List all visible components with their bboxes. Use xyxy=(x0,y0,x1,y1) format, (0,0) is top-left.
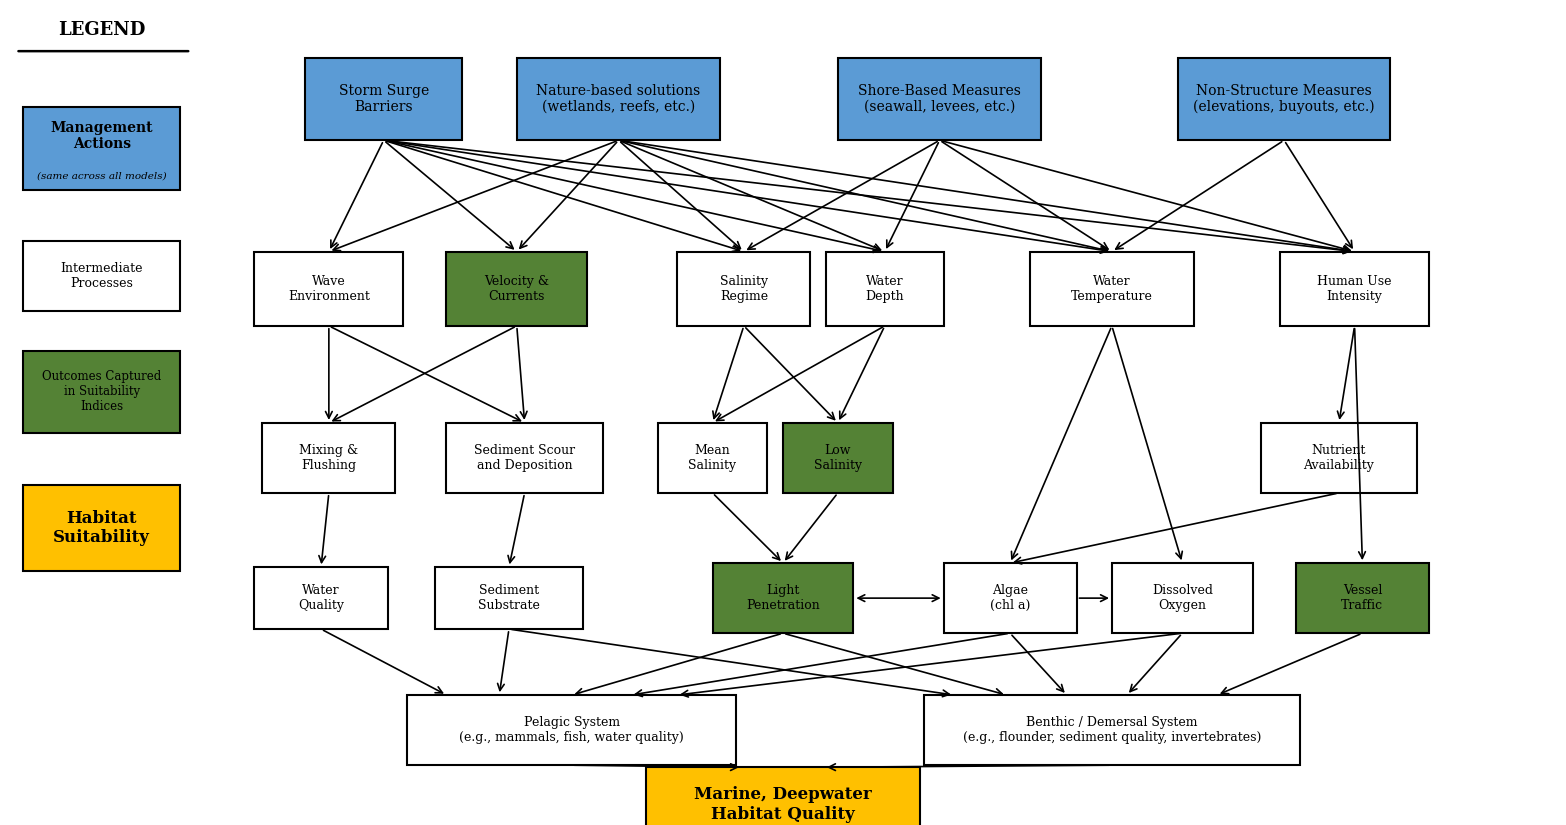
Text: Mean
Salinity: Mean Salinity xyxy=(689,444,736,472)
FancyBboxPatch shape xyxy=(305,58,462,140)
Text: Habitat
Suitability: Habitat Suitability xyxy=(53,510,150,546)
Text: Pelagic System
(e.g., mammals, fish, water quality): Pelagic System (e.g., mammals, fish, wat… xyxy=(459,716,684,744)
FancyBboxPatch shape xyxy=(262,422,395,493)
FancyBboxPatch shape xyxy=(924,695,1300,766)
Text: Velocity &
Currents: Velocity & Currents xyxy=(484,275,550,303)
Text: Shore-Based Measures
(seawall, levees, etc.): Shore-Based Measures (seawall, levees, e… xyxy=(858,84,1021,114)
Text: Benthic / Demersal System
(e.g., flounder, sediment quality, invertebrates): Benthic / Demersal System (e.g., flounde… xyxy=(963,716,1261,744)
FancyBboxPatch shape xyxy=(645,767,919,825)
FancyBboxPatch shape xyxy=(407,695,736,766)
Text: Human Use
Intensity: Human Use Intensity xyxy=(1317,275,1392,303)
Text: Management
Actions: Management Actions xyxy=(50,121,153,151)
FancyBboxPatch shape xyxy=(838,58,1041,140)
FancyBboxPatch shape xyxy=(254,568,388,629)
FancyBboxPatch shape xyxy=(517,58,720,140)
Text: Intermediate
Processes: Intermediate Processes xyxy=(61,262,143,290)
Text: Light
Penetration: Light Penetration xyxy=(745,584,821,612)
FancyBboxPatch shape xyxy=(435,568,584,629)
FancyBboxPatch shape xyxy=(446,422,603,493)
FancyBboxPatch shape xyxy=(446,252,587,326)
Text: Nature-based solutions
(wetlands, reefs, etc.): Nature-based solutions (wetlands, reefs,… xyxy=(537,84,700,114)
Text: LEGEND: LEGEND xyxy=(58,21,146,39)
FancyBboxPatch shape xyxy=(1297,563,1428,634)
Text: Non-Structure Measures
(elevations, buyouts, etc.): Non-Structure Measures (elevations, buyo… xyxy=(1193,83,1375,115)
FancyBboxPatch shape xyxy=(944,563,1077,634)
FancyBboxPatch shape xyxy=(1030,252,1193,326)
FancyBboxPatch shape xyxy=(23,241,180,311)
Text: Water
Depth: Water Depth xyxy=(866,275,904,303)
FancyBboxPatch shape xyxy=(1179,58,1391,140)
FancyBboxPatch shape xyxy=(23,351,180,433)
FancyBboxPatch shape xyxy=(1281,252,1428,326)
Text: Storm Surge
Barriers: Storm Surge Barriers xyxy=(338,84,429,114)
Text: Water
Quality: Water Quality xyxy=(298,584,345,612)
FancyBboxPatch shape xyxy=(827,252,943,326)
Text: Sediment
Substrate: Sediment Substrate xyxy=(478,584,540,612)
FancyBboxPatch shape xyxy=(677,252,811,326)
Text: Outcomes Captured
in Suitability
Indices: Outcomes Captured in Suitability Indices xyxy=(42,370,161,413)
Text: Mixing &
Flushing: Mixing & Flushing xyxy=(299,444,359,472)
Text: Water
Temperature: Water Temperature xyxy=(1071,275,1153,303)
FancyBboxPatch shape xyxy=(713,563,853,634)
Text: Salinity
Regime: Salinity Regime xyxy=(720,275,767,303)
FancyBboxPatch shape xyxy=(658,422,767,493)
FancyBboxPatch shape xyxy=(23,107,180,190)
Text: Sediment Scour
and Deposition: Sediment Scour and Deposition xyxy=(474,444,575,472)
Text: Dissolved
Oxygen: Dissolved Oxygen xyxy=(1153,584,1212,612)
FancyBboxPatch shape xyxy=(783,422,893,493)
Text: Wave
Environment: Wave Environment xyxy=(288,275,370,303)
FancyBboxPatch shape xyxy=(254,252,404,326)
Text: Algae
(chl a): Algae (chl a) xyxy=(990,584,1030,612)
Text: Vessel
Traffic: Vessel Traffic xyxy=(1342,584,1383,612)
FancyBboxPatch shape xyxy=(1112,563,1253,634)
FancyBboxPatch shape xyxy=(23,485,180,571)
Text: Nutrient
Availability: Nutrient Availability xyxy=(1303,444,1375,472)
Text: Low
Salinity: Low Salinity xyxy=(814,444,861,472)
FancyBboxPatch shape xyxy=(1261,422,1417,493)
Text: Marine, Deepwater
Habitat Quality: Marine, Deepwater Habitat Quality xyxy=(694,786,872,823)
Text: (same across all models): (same across all models) xyxy=(38,172,166,180)
